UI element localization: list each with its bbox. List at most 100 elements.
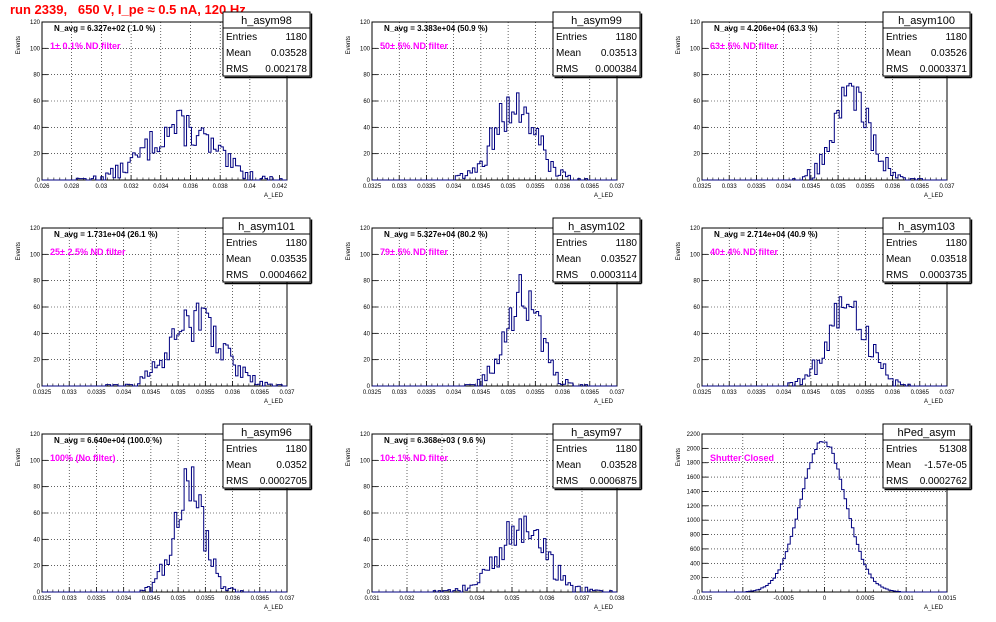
stats-value-entries: 1180 <box>285 444 307 455</box>
y-tick-label: 80 <box>363 73 370 79</box>
stats-key-rms: RMS <box>886 64 909 75</box>
histogram-series-line <box>42 302 287 387</box>
x-axis-label: A_LED <box>594 605 614 611</box>
x-tick-label: 0.038 <box>609 596 625 602</box>
stats-box <box>882 11 971 77</box>
x-tick-label: 0.042 <box>272 184 288 190</box>
stats-box <box>552 217 641 283</box>
y-tick-label: 80 <box>33 485 40 491</box>
x-tick-label: 0.0335 <box>87 390 106 396</box>
stats-value-entries: 1180 <box>285 32 307 43</box>
stats-box <box>882 423 971 489</box>
stats-key-rms: RMS <box>556 270 579 281</box>
y-tick-label: 100 <box>30 458 41 464</box>
histogram-series-line <box>702 296 947 387</box>
x-tick-label: 0.0345 <box>472 390 491 396</box>
y-tick-label: 600 <box>690 547 701 553</box>
x-tick-label: 0.001 <box>899 596 915 602</box>
stats-value-mean: 0.03526 <box>931 48 968 59</box>
x-tick-label: 0.038 <box>213 184 229 190</box>
y-tick-label: 40 <box>33 125 40 131</box>
y-tick-label: 1000 <box>687 518 701 524</box>
x-tick-label: 0.033 <box>62 596 78 602</box>
y-tick-label: 120 <box>690 20 701 26</box>
stats-value-entries: 1180 <box>615 32 637 43</box>
histogram-name: h_asym100 <box>898 15 955 27</box>
y-tick-label: 40 <box>363 537 370 543</box>
y-tick-label: 2200 <box>687 432 701 438</box>
x-tick-label: 0.034 <box>446 390 462 396</box>
stats-value-entries: 1180 <box>285 238 307 249</box>
histogram-panel-h_asym102: 0.0325 0.033 0.0335 0.034 0.0345 0.035 0.0355 0… <box>346 217 643 405</box>
x-tick-label: 0.0325 <box>693 390 712 396</box>
y-tick-label: 40 <box>693 331 700 337</box>
y-tick-label: 0 <box>697 178 701 184</box>
x-axis-label: A_LED <box>924 399 944 405</box>
x-tick-label: 0.035 <box>831 390 847 396</box>
y-axis-label: Events <box>346 36 352 54</box>
x-tick-label: 0.0325 <box>33 596 52 602</box>
x-tick-label: 0.034 <box>469 596 485 602</box>
stats-value-mean: 0.03528 <box>271 48 308 59</box>
y-axis-label: Events <box>676 36 682 54</box>
n-avg-label: N_avg = 2.714e+04 (40.9 %) <box>714 230 818 239</box>
histogram-panel-h_asym98: 0.026 0.028 0.03 0.032 0.034 0.036 0.038 0.04 0.… <box>16 11 313 199</box>
x-tick-label: 0.0325 <box>363 390 382 396</box>
x-tick-label: 0.033 <box>392 390 408 396</box>
y-tick-label: 60 <box>363 99 370 105</box>
y-tick-label: 60 <box>363 305 370 311</box>
x-tick-label: 0.0345 <box>802 184 821 190</box>
y-tick-label: 0 <box>37 384 41 390</box>
histogram-series-line <box>702 82 947 181</box>
y-axis-label: Events <box>16 242 22 260</box>
histogram-panel-h_asym97: 0.031 0.032 0.033 0.034 0.035 0.036 0.037 0.038… <box>346 423 643 611</box>
filter-note: 79± 5% ND filter <box>380 247 448 257</box>
stats-key-entries: Entries <box>226 444 257 455</box>
x-tick-label: 0.033 <box>392 184 408 190</box>
y-tick-label: 2000 <box>687 446 701 452</box>
n-avg-label: N_avg = 4.206e+04 (63.3 %) <box>714 24 818 33</box>
stats-key-mean: Mean <box>556 48 581 59</box>
x-tick-label: 0.0345 <box>142 390 161 396</box>
stats-value-rms: 0.0003735 <box>920 270 968 281</box>
x-tick-label: 0.036 <box>885 390 901 396</box>
x-tick-label: 0.035 <box>501 184 517 190</box>
y-tick-label: 200 <box>690 576 701 582</box>
y-tick-label: 60 <box>363 511 370 517</box>
stats-value-mean: 0.03513 <box>601 48 638 59</box>
y-tick-label: 0 <box>37 178 41 184</box>
x-tick-label: 0.0335 <box>87 596 106 602</box>
stats-key-entries: Entries <box>556 32 587 43</box>
stats-value-mean: 0.03535 <box>271 254 308 265</box>
filter-note: 40± 4% ND filter <box>710 247 778 257</box>
stats-box <box>222 11 311 77</box>
y-tick-label: 20 <box>693 152 700 158</box>
stats-value-rms: 0.0003371 <box>920 64 968 75</box>
x-tick-label: 0.036 <box>539 596 555 602</box>
x-tick-label: 0.0355 <box>526 390 545 396</box>
x-tick-label: 0.037 <box>279 596 295 602</box>
x-tick-label: 0.036 <box>555 184 571 190</box>
x-tick-label: 0.037 <box>939 184 955 190</box>
histogram-name: h_asym102 <box>568 221 625 233</box>
x-tick-label: 0.0335 <box>747 184 766 190</box>
stats-box <box>222 217 311 283</box>
y-tick-label: 20 <box>363 358 370 364</box>
x-tick-label: 0.0335 <box>417 184 436 190</box>
x-tick-label: 0.0365 <box>911 184 930 190</box>
x-tick-label: 0 <box>823 596 827 602</box>
x-tick-label: 0.034 <box>446 184 462 190</box>
x-tick-label: 0.0005 <box>856 596 875 602</box>
stats-value-entries: 51308 <box>939 444 967 455</box>
y-tick-label: 60 <box>33 99 40 105</box>
y-tick-label: 20 <box>33 564 40 570</box>
stats-box <box>552 11 641 77</box>
y-tick-label: 120 <box>360 226 371 232</box>
stats-value-rms: 0.0002762 <box>920 476 968 487</box>
y-tick-label: 40 <box>33 331 40 337</box>
y-tick-label: 100 <box>690 252 701 258</box>
stats-key-entries: Entries <box>886 32 917 43</box>
y-tick-label: 100 <box>360 46 371 52</box>
y-tick-label: 1800 <box>687 461 701 467</box>
x-tick-label: 0.0345 <box>472 184 491 190</box>
